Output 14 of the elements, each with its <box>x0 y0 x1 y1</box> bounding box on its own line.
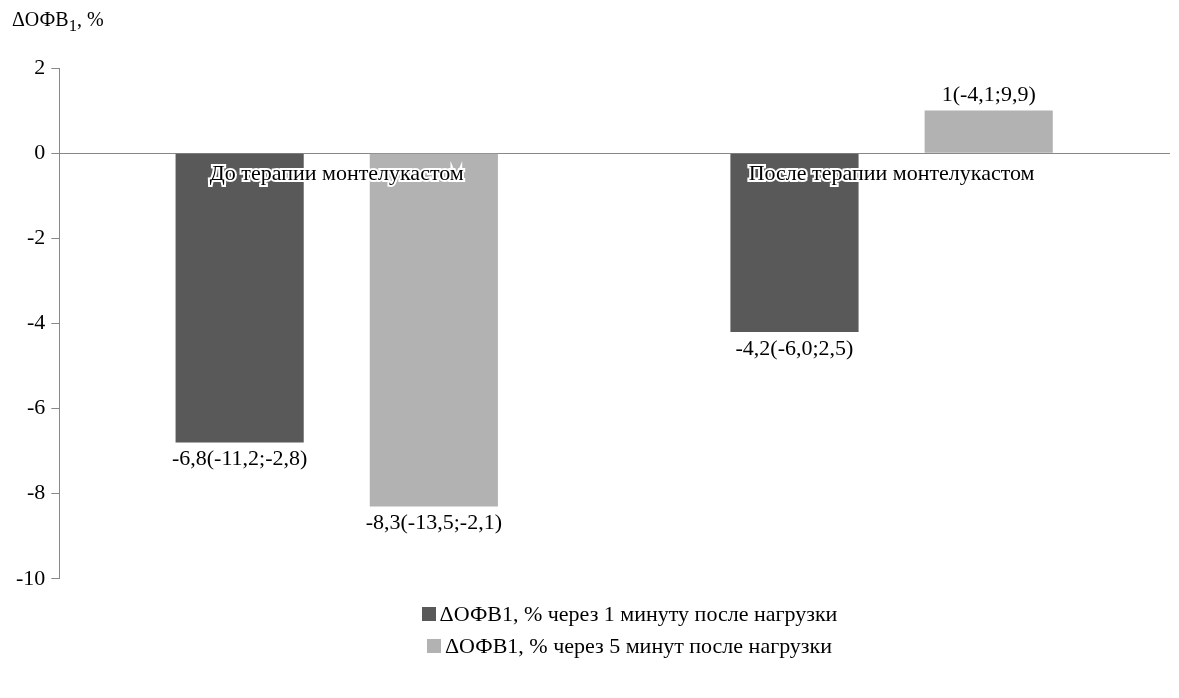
y-tick-label: -10 <box>16 564 46 590</box>
legend-label: ΔОФВ1, % через 5 минут после нагрузки <box>444 633 833 659</box>
data-label: 1(-4,1;9,9) <box>941 81 1036 107</box>
y-tick-label: -4 <box>27 309 46 335</box>
data-label: -4,2(-6,0;2,5) <box>735 334 854 360</box>
data-label: -6,8(-11,2;-2,8) <box>171 445 308 471</box>
y-tick-label: -6 <box>27 394 46 420</box>
legend-label: ΔОФВ1, % через 1 минуту после нагрузки <box>439 601 838 627</box>
y-tick-label: 2 <box>34 53 46 79</box>
data-label: -8,3(-13,5;-2,1) <box>365 509 502 535</box>
y-tick-label: -8 <box>27 479 46 505</box>
y-tick-label: 0 <box>34 138 46 164</box>
y-axis-title: ΔОФВ$_{1}$, % <box>11 7 105 37</box>
y-tick-label: -2 <box>27 224 46 250</box>
